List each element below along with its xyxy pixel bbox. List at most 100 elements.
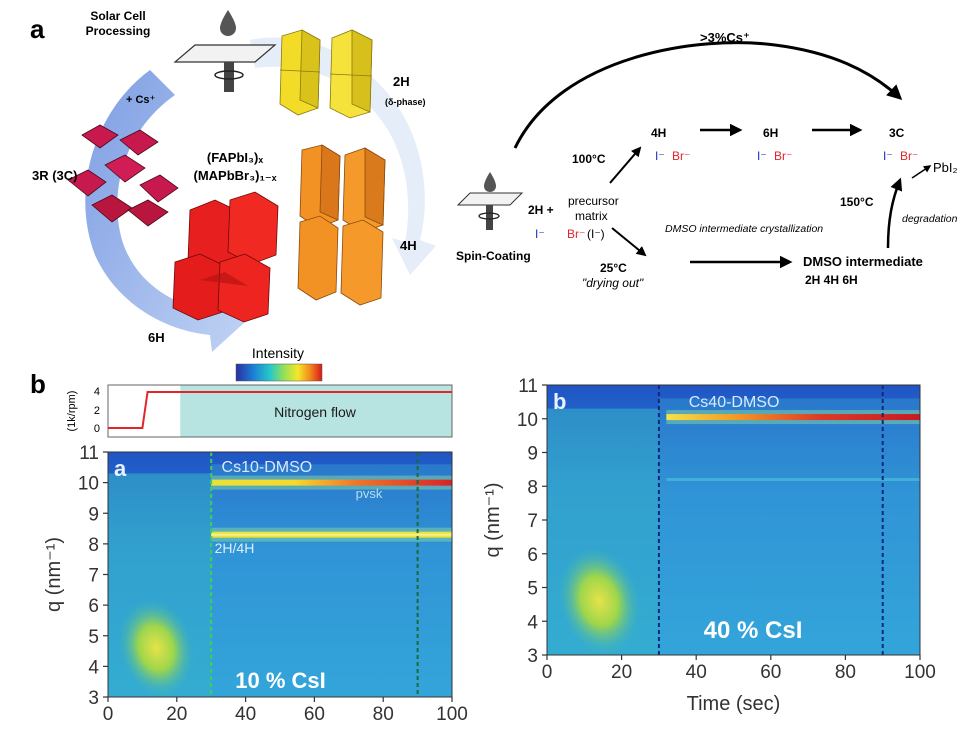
arrow-to-pbi2 — [912, 166, 930, 178]
temp-100-label: 100°C — [572, 152, 606, 166]
node-3c-iodide: I⁻ — [883, 149, 893, 163]
y-tick-label: 9 — [88, 504, 99, 525]
node-3c-bromide: Br⁻ — [900, 149, 918, 163]
start-iodide-label: I⁻ — [535, 227, 545, 241]
panel-label-b: b — [30, 369, 46, 399]
y-tick-label: 6 — [88, 596, 99, 617]
x-tick-label: 40 — [686, 662, 707, 683]
dmso-phases-label: 2H 4H 6H — [805, 273, 858, 287]
crystal-6h — [173, 192, 278, 322]
phase-4h-label: 4H — [400, 238, 417, 253]
y-tick-label: 10 — [78, 474, 99, 495]
start-2h-label: 2H + — [528, 203, 554, 217]
spin-ytick: 2 — [94, 405, 100, 417]
dmso-crystallization-note: DMSO intermediate crystallization — [665, 223, 823, 235]
annotation-pvsk: pvsk — [356, 486, 383, 501]
crystal-4h — [298, 145, 385, 305]
formula-line-1: (FAPbI₃)ₓ — [207, 150, 264, 165]
y-tick-label: 11 — [79, 443, 99, 464]
phase-2h-label: 2H — [393, 74, 410, 89]
heatmap-title: Cs40-DMSO — [689, 394, 780, 411]
crystal-3r — [68, 125, 178, 226]
x-tick-label: 80 — [373, 704, 394, 725]
node-6h-bromide: Br⁻ — [774, 149, 792, 163]
arrow-to-4h — [610, 148, 640, 183]
node-6h-iodide: I⁻ — [757, 149, 767, 163]
y-tick-label: 8 — [88, 535, 99, 556]
y-tick-label: 3 — [88, 688, 99, 709]
x-axis-label: Time (sec) — [687, 693, 781, 715]
spin-ytick: 0 — [94, 423, 100, 435]
y-tick-label: 4 — [88, 657, 99, 678]
precursor-label-1: precursor — [568, 194, 619, 208]
y-tick-label: 7 — [88, 566, 99, 587]
inset-panel-label: b — [553, 389, 566, 414]
y-tick-label: 10 — [517, 410, 538, 431]
spin-coater-icon — [175, 10, 275, 92]
x-tick-label: 40 — [235, 704, 256, 725]
csi-overlay-label: 40 % CsI — [704, 617, 803, 644]
x-tick-label: 100 — [436, 704, 468, 725]
spin-profile-plot: (1k/rpm) 4 2 0 Nitrogen flow — [66, 385, 452, 437]
x-tick-label: 20 — [611, 662, 632, 683]
y-tick-label: 9 — [527, 444, 538, 465]
heatmap-b: 0 20 40 60 80 100 3 4 5 6 7 8 9 10 11 q (nm⁻¹) Time (sec… — [482, 376, 936, 715]
node-4h-iodide: I⁻ — [655, 149, 665, 163]
precursor-i-label: (I⁻) — [587, 227, 605, 241]
y-axis-label: q (nm⁻¹) — [482, 483, 504, 558]
panel-label-a: a — [30, 14, 45, 44]
intensity-colorbar — [236, 364, 322, 381]
solar-cell-label-2: Processing — [86, 24, 151, 38]
y-tick-label: 7 — [527, 511, 538, 532]
arrow-to-dmso — [612, 228, 645, 255]
arrow-dmso-to-3c — [888, 180, 900, 248]
y-tick-label: 5 — [88, 627, 99, 648]
temp-25-label: 25°C — [600, 261, 627, 275]
temp-150-label: 150°C — [840, 195, 874, 209]
reaction-scheme: >3%Cs⁺ Spin-Coating 2H + I⁻ precursor ma… — [456, 30, 958, 290]
pbi2-label: PbI₂ — [933, 160, 958, 175]
precursor-br-label: Br⁻ — [567, 227, 585, 241]
solar-cell-label-1: Solar Cell — [90, 9, 145, 23]
x-tick-label: 20 — [166, 704, 187, 725]
spin-ytick: 4 — [94, 386, 100, 398]
node-4h-label: 4H — [651, 126, 666, 140]
y-tick-label: 6 — [527, 545, 538, 566]
phase-3r-label: 3R (3C) — [32, 168, 78, 183]
x-tick-label: 0 — [542, 662, 553, 683]
phase-2h-note: (δ-phase) — [385, 97, 425, 107]
drying-out-label: "drying out" — [582, 276, 644, 290]
formula-line-2: (MAPbBr₃)₁₋ₓ — [194, 168, 277, 183]
y-tick-label: 11 — [518, 376, 538, 397]
heatmap-title: Cs10-DMSO — [222, 459, 313, 476]
precursor-label-2: matrix — [575, 209, 608, 223]
annotation-2h-4h: 2H/4H — [215, 540, 255, 556]
phase-6h-label: 6H — [148, 330, 165, 345]
y-tick-label: 8 — [527, 477, 538, 498]
feature-core — [211, 534, 452, 536]
x-tick-label: 100 — [904, 662, 936, 683]
node-6h-label: 6H — [763, 126, 778, 140]
x-tick-label: 0 — [103, 704, 114, 725]
x-tick-label: 80 — [835, 662, 856, 683]
x-tick-label: 60 — [304, 704, 325, 725]
y-tick-label: 4 — [527, 612, 538, 633]
csi-overlay-label: 10 % CsI — [235, 668, 326, 693]
dmso-intermediate-label: DMSO intermediate — [803, 254, 923, 269]
inset-panel-label: a — [114, 456, 127, 481]
y-tick-label: 5 — [527, 579, 538, 600]
plus-cs-label: + Cs⁺ — [126, 94, 156, 106]
phase-cycle-illustration: Solar Cell Processing + Cs⁺ 2H (δ-phase)… — [32, 9, 436, 352]
degradation-label: degradation — [902, 213, 958, 225]
node-4h-bromide: Br⁻ — [672, 149, 690, 163]
nitrogen-flow-label: Nitrogen flow — [274, 404, 357, 420]
post-transition-region — [211, 464, 452, 697]
node-3c-label: 3C — [889, 126, 905, 140]
spin-ylabel: (1k/rpm) — [66, 391, 78, 432]
x-tick-label: 60 — [760, 662, 781, 683]
cs-arrow — [515, 43, 900, 148]
heatmap-a: 0 20 40 60 80 100 3 4 5 6 7 8 9 10 11 q (nm⁻¹) a Cs10-DMS… — [43, 443, 468, 725]
spin-coating-label: Spin-Coating — [456, 249, 531, 263]
